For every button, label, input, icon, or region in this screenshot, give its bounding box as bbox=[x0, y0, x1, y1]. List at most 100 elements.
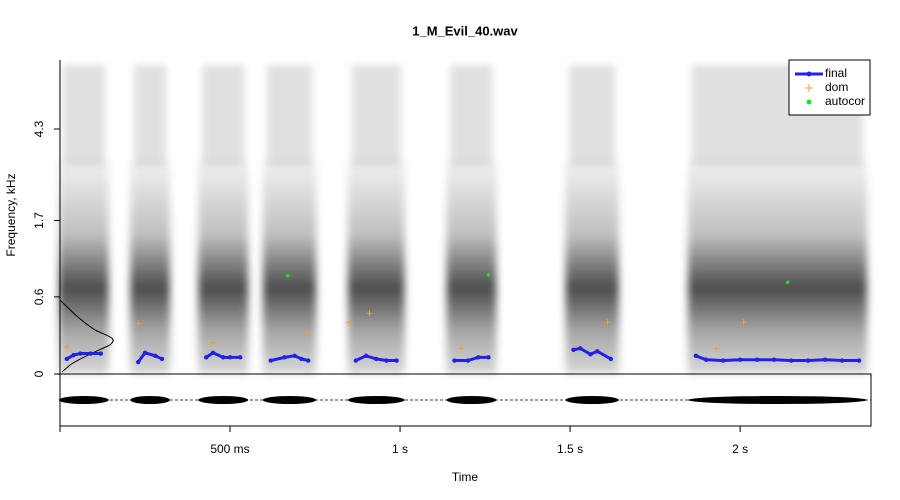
pitch-point bbox=[204, 355, 209, 360]
x-tick-label: 1 s bbox=[392, 442, 408, 456]
pitch-point bbox=[299, 356, 304, 362]
pitch-point bbox=[64, 356, 70, 362]
x-tick-label: 1.5 s bbox=[557, 442, 583, 456]
pitch-point bbox=[227, 355, 233, 360]
pitch-point bbox=[856, 358, 862, 363]
pitch-point bbox=[238, 355, 243, 360]
spectral-energy-faint bbox=[569, 65, 615, 165]
dom-point bbox=[210, 339, 217, 346]
pitch-point bbox=[306, 358, 311, 363]
spectral-energy bbox=[687, 160, 868, 374]
waveform-burst bbox=[130, 396, 171, 404]
legend-box bbox=[788, 59, 871, 116]
waveform-burst bbox=[58, 396, 109, 404]
pitch-point bbox=[476, 355, 481, 360]
legend-plus bbox=[805, 84, 813, 92]
pitch-point bbox=[282, 355, 287, 360]
pitch-point bbox=[374, 356, 379, 362]
spectral-energy-faint bbox=[450, 65, 493, 165]
spectral-energy bbox=[130, 160, 171, 374]
pitch-point bbox=[771, 357, 777, 362]
dom-point bbox=[366, 310, 373, 317]
waveform-burst bbox=[262, 396, 317, 404]
spectral-energy bbox=[347, 160, 405, 374]
pitch-point bbox=[353, 358, 359, 363]
y-tick-label: 0.6 bbox=[32, 288, 46, 305]
y-tick-label: 4.3 bbox=[32, 120, 46, 137]
waveform-burst bbox=[687, 396, 868, 404]
x-tick-label: 2 s bbox=[732, 442, 748, 456]
dom-point bbox=[135, 320, 142, 327]
pitch-point bbox=[465, 358, 471, 363]
pitch-point bbox=[153, 353, 158, 359]
spectral-energy-faint bbox=[202, 65, 245, 165]
pitch-point bbox=[703, 357, 709, 362]
y-tick-label: 0 bbox=[32, 370, 46, 377]
pitch-point bbox=[788, 358, 794, 363]
waveform bbox=[58, 396, 868, 404]
spectrogram bbox=[58, 65, 868, 374]
dom-point bbox=[305, 330, 312, 337]
dom-point bbox=[346, 319, 353, 326]
spectrum-curve bbox=[59, 299, 114, 373]
pitch-point bbox=[588, 352, 593, 357]
pitch-point bbox=[88, 351, 93, 356]
x-tick-label: 500 ms bbox=[210, 442, 249, 456]
pitch-point bbox=[292, 353, 297, 359]
pitch-point bbox=[71, 352, 76, 358]
spectral-energy bbox=[262, 160, 317, 374]
waveform-burst bbox=[446, 396, 497, 404]
autocor-point bbox=[286, 273, 290, 278]
x-axis-label: Time bbox=[452, 470, 479, 484]
spectral-energy-faint bbox=[351, 65, 401, 165]
pitch-point bbox=[805, 358, 811, 363]
waveform-burst bbox=[198, 396, 249, 404]
pitch-point bbox=[363, 353, 369, 359]
autocor-point bbox=[785, 280, 790, 285]
pitch-point bbox=[98, 351, 104, 356]
pitch-point bbox=[210, 350, 216, 355]
dom-point bbox=[713, 345, 720, 352]
pitch-point bbox=[737, 357, 743, 362]
legend-label: dom bbox=[825, 80, 848, 94]
chart-title: 1_M_Evil_40.wav bbox=[412, 23, 518, 38]
pitch-point bbox=[221, 355, 226, 360]
dom-point bbox=[604, 319, 611, 326]
waveform-burst bbox=[347, 396, 405, 404]
spectral-energy bbox=[565, 160, 619, 374]
dom-point bbox=[458, 345, 465, 352]
pitch-point bbox=[693, 353, 699, 359]
pitch-point bbox=[78, 351, 83, 356]
pitch-point bbox=[159, 356, 165, 362]
pitch-point bbox=[268, 358, 274, 363]
pitch-point bbox=[486, 355, 491, 360]
pitch-point bbox=[452, 358, 457, 363]
spectral-energy-faint bbox=[62, 65, 105, 165]
pitch-point bbox=[608, 356, 614, 362]
pitch-point bbox=[822, 357, 828, 362]
pitch-point bbox=[578, 346, 583, 351]
y-tick-label: 1.7 bbox=[32, 212, 46, 229]
spectral-energy-faint bbox=[266, 65, 313, 165]
spectral-energy bbox=[446, 160, 497, 374]
spectral-energy bbox=[198, 160, 249, 374]
pitch-point bbox=[839, 358, 845, 363]
spectral-energy-faint bbox=[134, 65, 167, 165]
waveform-burst bbox=[565, 396, 619, 404]
dom-point bbox=[740, 319, 747, 326]
pitch-point bbox=[720, 358, 726, 363]
y-axis-label: Frequency, kHz bbox=[4, 173, 18, 256]
legend-dot bbox=[806, 71, 812, 77]
pitch-point bbox=[595, 349, 600, 354]
pitch-point bbox=[136, 359, 141, 365]
pitch-point bbox=[571, 347, 576, 353]
legend-dot bbox=[806, 99, 812, 105]
pitch-point bbox=[754, 357, 760, 362]
legend-label: final bbox=[825, 66, 847, 80]
pitch-point bbox=[384, 358, 389, 363]
autocor-point bbox=[486, 273, 491, 277]
legend-label: autocor bbox=[825, 94, 865, 108]
pitch-point bbox=[142, 350, 148, 355]
spectral-energy bbox=[58, 160, 109, 374]
